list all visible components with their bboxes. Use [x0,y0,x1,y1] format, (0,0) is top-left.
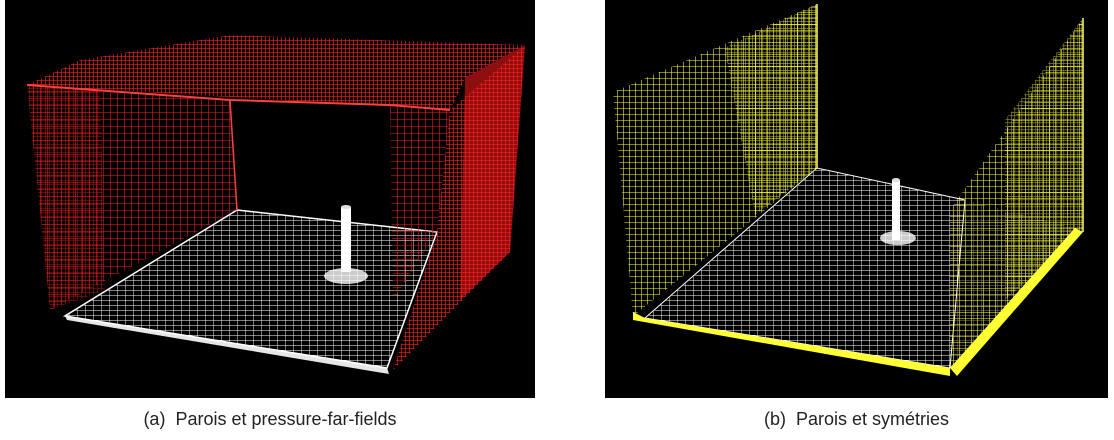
caption-a-text: Parois et pressure-far-fields [175,409,397,429]
far-field-right-inner [390,105,450,300]
cylinder-obstacle [892,180,900,240]
mesh-panel-a [5,0,535,398]
caption-a: (a) Parois et pressure-far-fields [5,409,535,430]
mesh-panel-b [605,0,1108,398]
cylinder-obstacle [341,207,351,272]
caption-b-label: (b) [763,409,786,429]
far-field-top [27,60,465,110]
far-field-top-back [80,35,525,78]
caption-a-label: (a) [143,409,166,429]
caption-b: (b) Parois et symétries [605,409,1108,430]
mesh-render-a [26,35,525,374]
mesh-render-b [613,4,1084,376]
caption-b-text: Parois et symétries [795,409,950,429]
symmetry-floor-edge [633,312,950,376]
